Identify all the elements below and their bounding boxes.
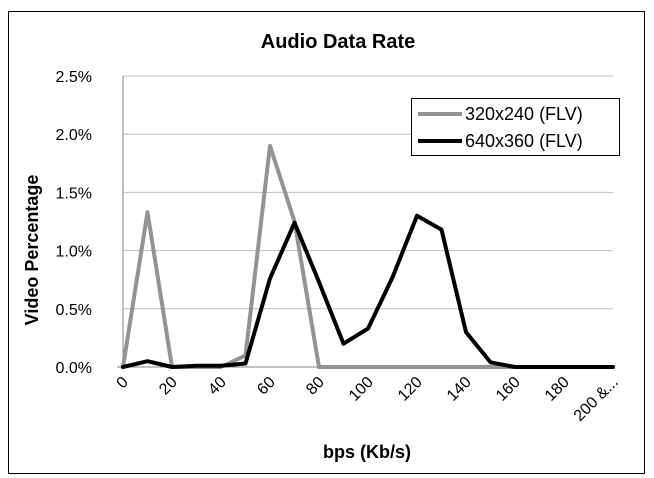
- legend-label-320x240: 320x240 (FLV): [465, 104, 583, 124]
- x-tick-label: 0: [114, 374, 132, 392]
- chart-title: Audio Data Rate: [261, 31, 415, 53]
- series-line-640x360: [121, 213, 615, 369]
- y-tick-label: 1.0%: [56, 244, 92, 261]
- x-tick-label: 200 &...: [571, 374, 622, 425]
- x-tick-label: 120: [395, 374, 426, 405]
- y-tick-labels: 0.0% 0.5% 1.0% 1.5% 2.0% 2.5%: [56, 69, 92, 377]
- x-tick-label: 20: [156, 374, 181, 399]
- legend-box: [411, 98, 620, 156]
- y-tick-label: 1.5%: [56, 185, 92, 202]
- y-tick-label: 2.5%: [56, 69, 92, 86]
- x-tick-label: 180: [542, 374, 573, 405]
- legend: 320x240 (FLV) 640x360 (FLV): [411, 98, 620, 156]
- x-axis-title: bps (Kb/s): [323, 442, 411, 462]
- y-tick-label: 2.0%: [56, 127, 92, 144]
- series-line-320x240: [121, 143, 615, 369]
- y-tick-label: 0.0%: [56, 360, 92, 377]
- y-axis-title: Video Percentage: [22, 175, 42, 326]
- x-tick-label: 100: [346, 374, 377, 405]
- x-tick-label: 60: [254, 374, 279, 399]
- x-tick-label: 80: [303, 374, 328, 399]
- x-tick-label: 140: [444, 374, 475, 405]
- x-tick-label: 160: [493, 374, 524, 405]
- legend-label-640x360: 640x360 (FLV): [465, 131, 583, 151]
- chart-border: [8, 11, 645, 474]
- x-tick-label: 40: [205, 374, 230, 399]
- series-lines: [121, 143, 615, 369]
- y-tick-label: 0.5%: [56, 302, 92, 319]
